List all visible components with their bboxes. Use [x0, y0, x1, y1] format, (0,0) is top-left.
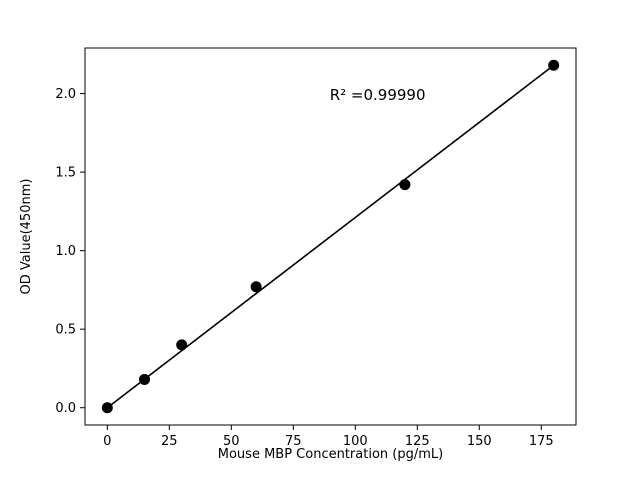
y-tick-label: 1.5	[55, 166, 76, 181]
data-point	[176, 339, 188, 351]
data-point	[250, 281, 262, 293]
x-axis-label: Mouse MBP Concentration (pg/mL)	[218, 447, 443, 462]
x-tick-label: 100	[343, 434, 368, 449]
data-point	[139, 373, 151, 385]
x-tick-label: 75	[285, 434, 302, 449]
y-tick-label: 0.5	[55, 323, 76, 338]
y-tick-label: 1.0	[55, 244, 76, 259]
x-tick-label: 175	[529, 434, 554, 449]
data-point	[101, 402, 113, 414]
x-tick-label: 125	[405, 434, 430, 449]
y-axis-label: OD Value(450nm)	[19, 179, 34, 295]
x-tick-label: 0	[103, 434, 111, 449]
axes-spines	[84, 47, 577, 426]
x-tick-label: 25	[161, 434, 178, 449]
y-tick-label: 2.0	[55, 87, 76, 102]
r-squared-annotation: R² =0.99990	[330, 86, 426, 104]
data-point	[548, 59, 560, 71]
x-tick-label: 50	[223, 434, 240, 449]
data-point	[399, 179, 411, 191]
y-tick-label: 0.0	[55, 401, 76, 416]
x-tick-label: 150	[467, 434, 492, 449]
fit-line	[106, 64, 555, 409]
